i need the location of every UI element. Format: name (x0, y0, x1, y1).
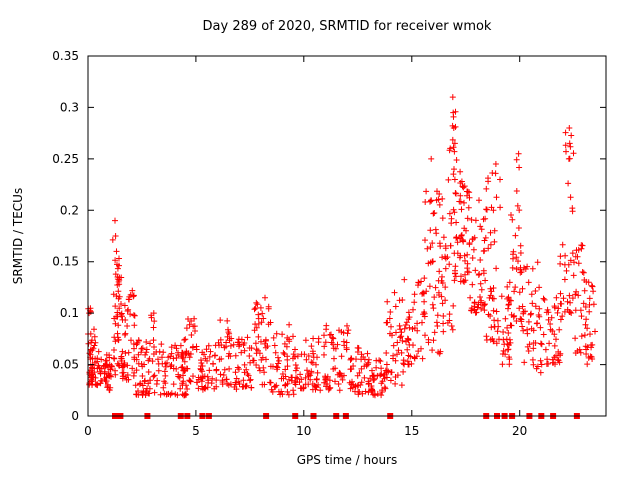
x-tick-label: 15 (404, 424, 419, 438)
axis-tick-labels: 0 5 10 15 20 0 0.05 0.1 0.15 0.2 0.25 0.3 0.35 (52, 49, 527, 438)
y-tick-label: 0.25 (52, 152, 79, 166)
y-tick-label: 0.2 (60, 203, 79, 217)
data-point-plus-markers (85, 94, 598, 399)
x-tick-label: 0 (84, 424, 92, 438)
x-tick-label: 5 (192, 424, 200, 438)
y-tick-label: 0.1 (60, 306, 79, 320)
scatter-points (85, 94, 598, 399)
x-axis-label: GPS time / hours (297, 453, 398, 467)
y-tick-label: 0.35 (52, 49, 79, 63)
y-tick-label: 0.05 (52, 358, 79, 372)
y-tick-label: 0 (71, 409, 79, 423)
plot-border (87, 55, 607, 417)
x-tick-label: 20 (512, 424, 527, 438)
y-tick-label: 0.3 (60, 100, 79, 114)
y-tick-label: 0.15 (52, 255, 79, 269)
x-tick-label: 10 (296, 424, 311, 438)
y-axis-label: SRMTID / TECUs (11, 188, 25, 284)
chart-title: Day 289 of 2020, SRMTID for receiver wmo… (203, 19, 492, 34)
